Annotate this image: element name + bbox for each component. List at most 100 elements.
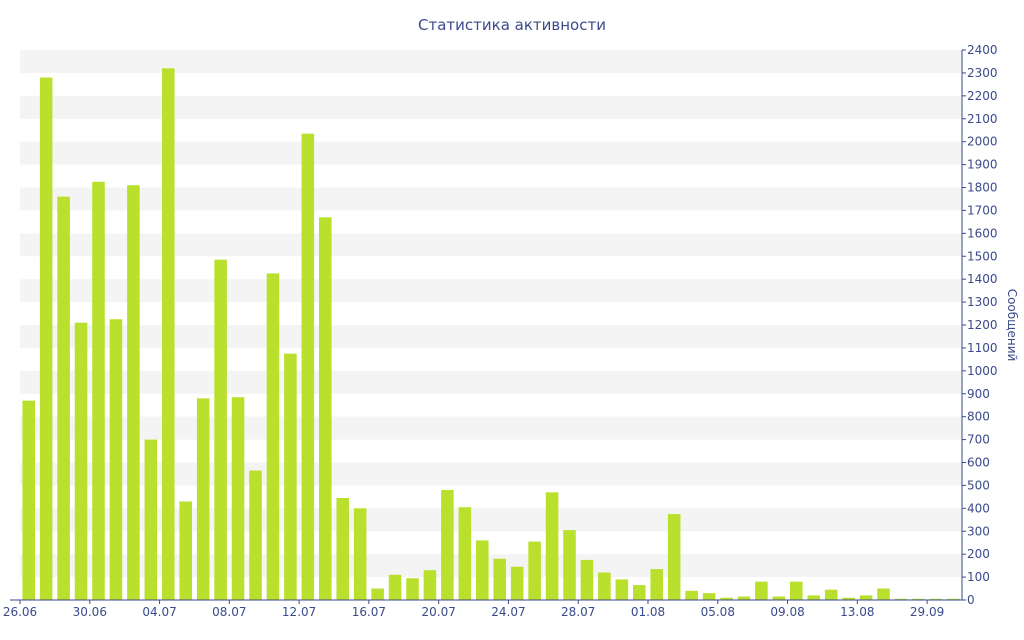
x-tick-label: 05.08 (701, 605, 735, 619)
y-tick-label: 0 (967, 593, 975, 607)
y-tick-label: 1600 (967, 226, 998, 240)
grid-bands (20, 50, 962, 578)
x-tick-label: 26.06 (3, 605, 37, 619)
y-tick-label: 2000 (967, 135, 998, 149)
y-tick-label: 1400 (967, 272, 998, 286)
y-tick-label: 700 (967, 433, 990, 447)
bar (441, 490, 454, 600)
x-tick-label: 08.07 (212, 605, 246, 619)
bar (946, 598, 960, 600)
bar (510, 566, 524, 600)
y-tick-group: 0 100 200 300 400 500 600 700 800 900 1000 1100 1200… (962, 43, 998, 607)
bar (842, 597, 855, 600)
bar (912, 598, 925, 600)
x-tick-label: 30.06 (73, 605, 107, 619)
bar (127, 185, 140, 601)
y-tick-label: 2200 (967, 89, 998, 103)
bar (371, 588, 384, 600)
bar (563, 530, 576, 600)
y-tick-label: 1200 (967, 318, 998, 332)
x-tick-label: 12.07 (282, 605, 316, 619)
grid-band (20, 187, 962, 211)
bar (458, 507, 472, 600)
bar (284, 353, 297, 600)
y-tick-label: 1100 (967, 341, 998, 355)
y-tick-label: 1500 (967, 249, 998, 263)
bar (406, 578, 419, 600)
grid-band (20, 141, 962, 165)
bar (318, 217, 332, 600)
y-tick-label: 200 (967, 547, 990, 561)
bar (144, 439, 158, 600)
grid-band (20, 554, 962, 578)
grid-band (20, 95, 962, 119)
y-tick-label: 600 (967, 456, 990, 470)
x-tick-group: 26.06 30.06 04.07 08.07 12.07 16.07 20.07 24.07… (3, 600, 944, 619)
y-tick-label: 900 (967, 387, 990, 401)
bar (301, 133, 315, 601)
bar (336, 498, 350, 600)
grid-band (20, 416, 962, 440)
bar (423, 570, 437, 600)
y-axis-label: Сообщений (1005, 289, 1019, 362)
y-tick-label: 800 (967, 410, 990, 424)
chart-title: Статистика активности (418, 16, 606, 34)
bar (929, 598, 943, 600)
y-tick-label: 2400 (967, 43, 998, 57)
grid-band (20, 325, 962, 348)
x-tick-label: 01.08 (631, 605, 665, 619)
x-tick-label: 16.07 (352, 605, 386, 619)
y-tick-label: 100 (967, 570, 990, 584)
bar (353, 508, 367, 600)
bar (632, 585, 646, 600)
bar (667, 514, 681, 600)
bar (92, 181, 105, 601)
bar (807, 595, 821, 600)
y-tick-label: 2300 (967, 66, 998, 80)
bar (877, 588, 890, 600)
bar (580, 559, 594, 600)
bar (57, 196, 70, 600)
y-tick-label: 1900 (967, 158, 998, 172)
x-tick-label: 29.09 (910, 605, 944, 619)
x-tick-label: 13.08 (840, 605, 874, 619)
grid-band (20, 508, 962, 532)
bar (161, 68, 175, 601)
y-tick-label: 300 (967, 524, 990, 538)
bar (545, 492, 559, 600)
y-tick-label: 400 (967, 501, 990, 515)
bar (22, 400, 36, 600)
bar (685, 590, 698, 600)
bar (824, 589, 838, 600)
x-tick-label: 20.07 (421, 605, 455, 619)
bar (109, 319, 123, 600)
y-tick-label: 1000 (967, 364, 998, 378)
y-tick-label: 1800 (967, 181, 998, 195)
grid-band (20, 233, 962, 257)
bar (196, 398, 210, 600)
bar (475, 540, 489, 600)
bar (702, 593, 716, 600)
bar (789, 581, 803, 600)
x-tick-label: 09.08 (770, 605, 804, 619)
bar (249, 470, 262, 600)
grid-band (20, 462, 962, 486)
x-tick-label: 28.07 (561, 605, 595, 619)
bar (859, 595, 873, 600)
bar (74, 322, 88, 600)
bars-group (22, 68, 960, 601)
grid-band (20, 370, 962, 394)
bar (266, 273, 280, 600)
bar (720, 597, 733, 600)
x-tick-label: 24.07 (491, 605, 525, 619)
bar (894, 598, 908, 600)
bar (388, 574, 402, 600)
x-tick-label: 04.07 (142, 605, 176, 619)
bar (598, 572, 611, 600)
bar (231, 397, 245, 600)
bar (179, 501, 193, 600)
y-tick-label: 500 (967, 478, 990, 492)
bar (650, 569, 664, 600)
